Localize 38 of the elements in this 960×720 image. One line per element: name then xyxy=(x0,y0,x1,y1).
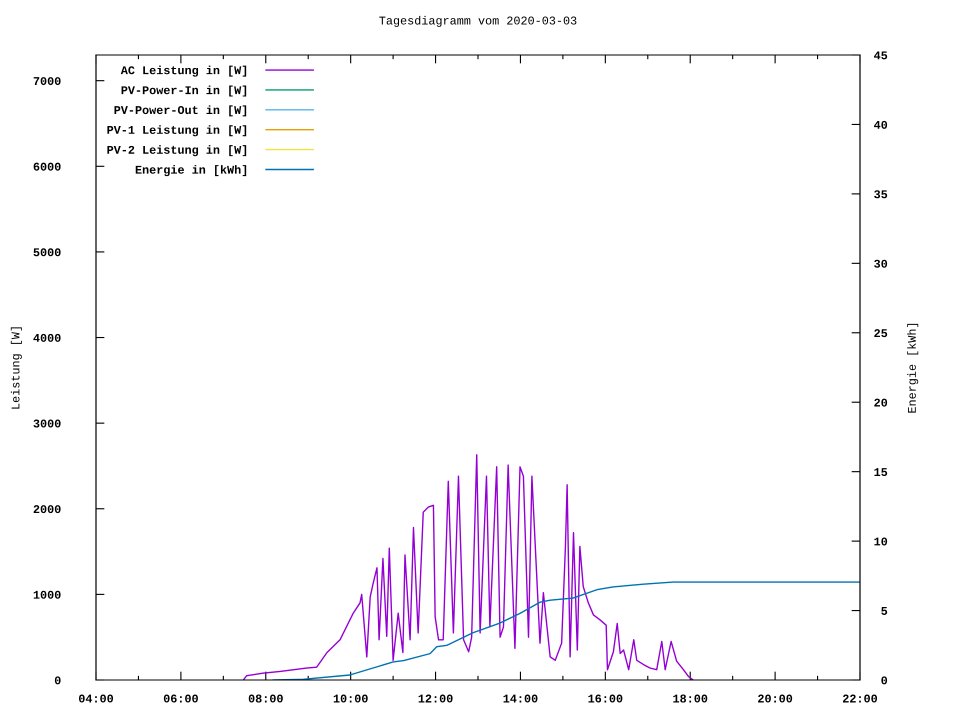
x-tick-label: 20:00 xyxy=(758,694,792,703)
legend-label: AC Leistung in [W] xyxy=(120,66,246,77)
line-series xyxy=(242,454,694,680)
y2-tick-label: 30 xyxy=(874,260,888,268)
legend-label: PV-1 Leistung in [W] xyxy=(107,125,246,136)
x-tick-label: 16:00 xyxy=(588,694,622,703)
y-tick-label: 5000 xyxy=(34,248,61,256)
x-tick-label: 04:00 xyxy=(78,694,114,703)
x-tick-label: 12:00 xyxy=(418,694,453,703)
legend-label: PV-Power-In in [W] xyxy=(122,86,246,97)
y2-tick-label: 20 xyxy=(874,398,888,407)
y2-axis-title: Energie [kWh] xyxy=(907,324,918,413)
legend-label: PV-Power-Out in [W] xyxy=(114,105,246,116)
y2-tick-label: 5 xyxy=(881,607,888,615)
y2-tick-label: 40 xyxy=(874,120,888,129)
y-tick-label: 3000 xyxy=(33,420,61,428)
x-tick-label: 14:00 xyxy=(504,694,538,703)
legend-label: Energie in [kWh] xyxy=(136,165,246,176)
y-tick-label: 1000 xyxy=(34,590,61,599)
y2-tick-label: 35 xyxy=(874,190,888,198)
y-axis-title: Leistung [W] xyxy=(10,327,22,409)
y2-tick-label: 15 xyxy=(874,468,888,476)
x-tick-label: 06:00 xyxy=(164,694,198,703)
legend-label: PV-2 Leistung in [W] xyxy=(107,145,246,156)
y-tick-label: 0 xyxy=(54,676,61,684)
y2-tick-label: 0 xyxy=(881,676,888,684)
x-tick-label: 22:00 xyxy=(842,694,878,703)
chart-title: Tagesdiagramm vom 2020-03-03 xyxy=(379,16,576,27)
y2-tick-label: 25 xyxy=(874,329,888,338)
y-tick-label: 6000 xyxy=(34,162,61,171)
y-tick-label: 7000 xyxy=(34,77,61,86)
x-tick-label: 18:00 xyxy=(673,694,708,703)
y-tick-label: 4000 xyxy=(33,334,61,342)
y2-tick-label: 45 xyxy=(874,52,888,60)
y-tick-label: 2000 xyxy=(34,505,61,514)
x-tick-label: 08:00 xyxy=(248,694,283,703)
x-tick-label: 10:00 xyxy=(334,694,368,703)
y2-tick-label: 10 xyxy=(874,537,888,546)
